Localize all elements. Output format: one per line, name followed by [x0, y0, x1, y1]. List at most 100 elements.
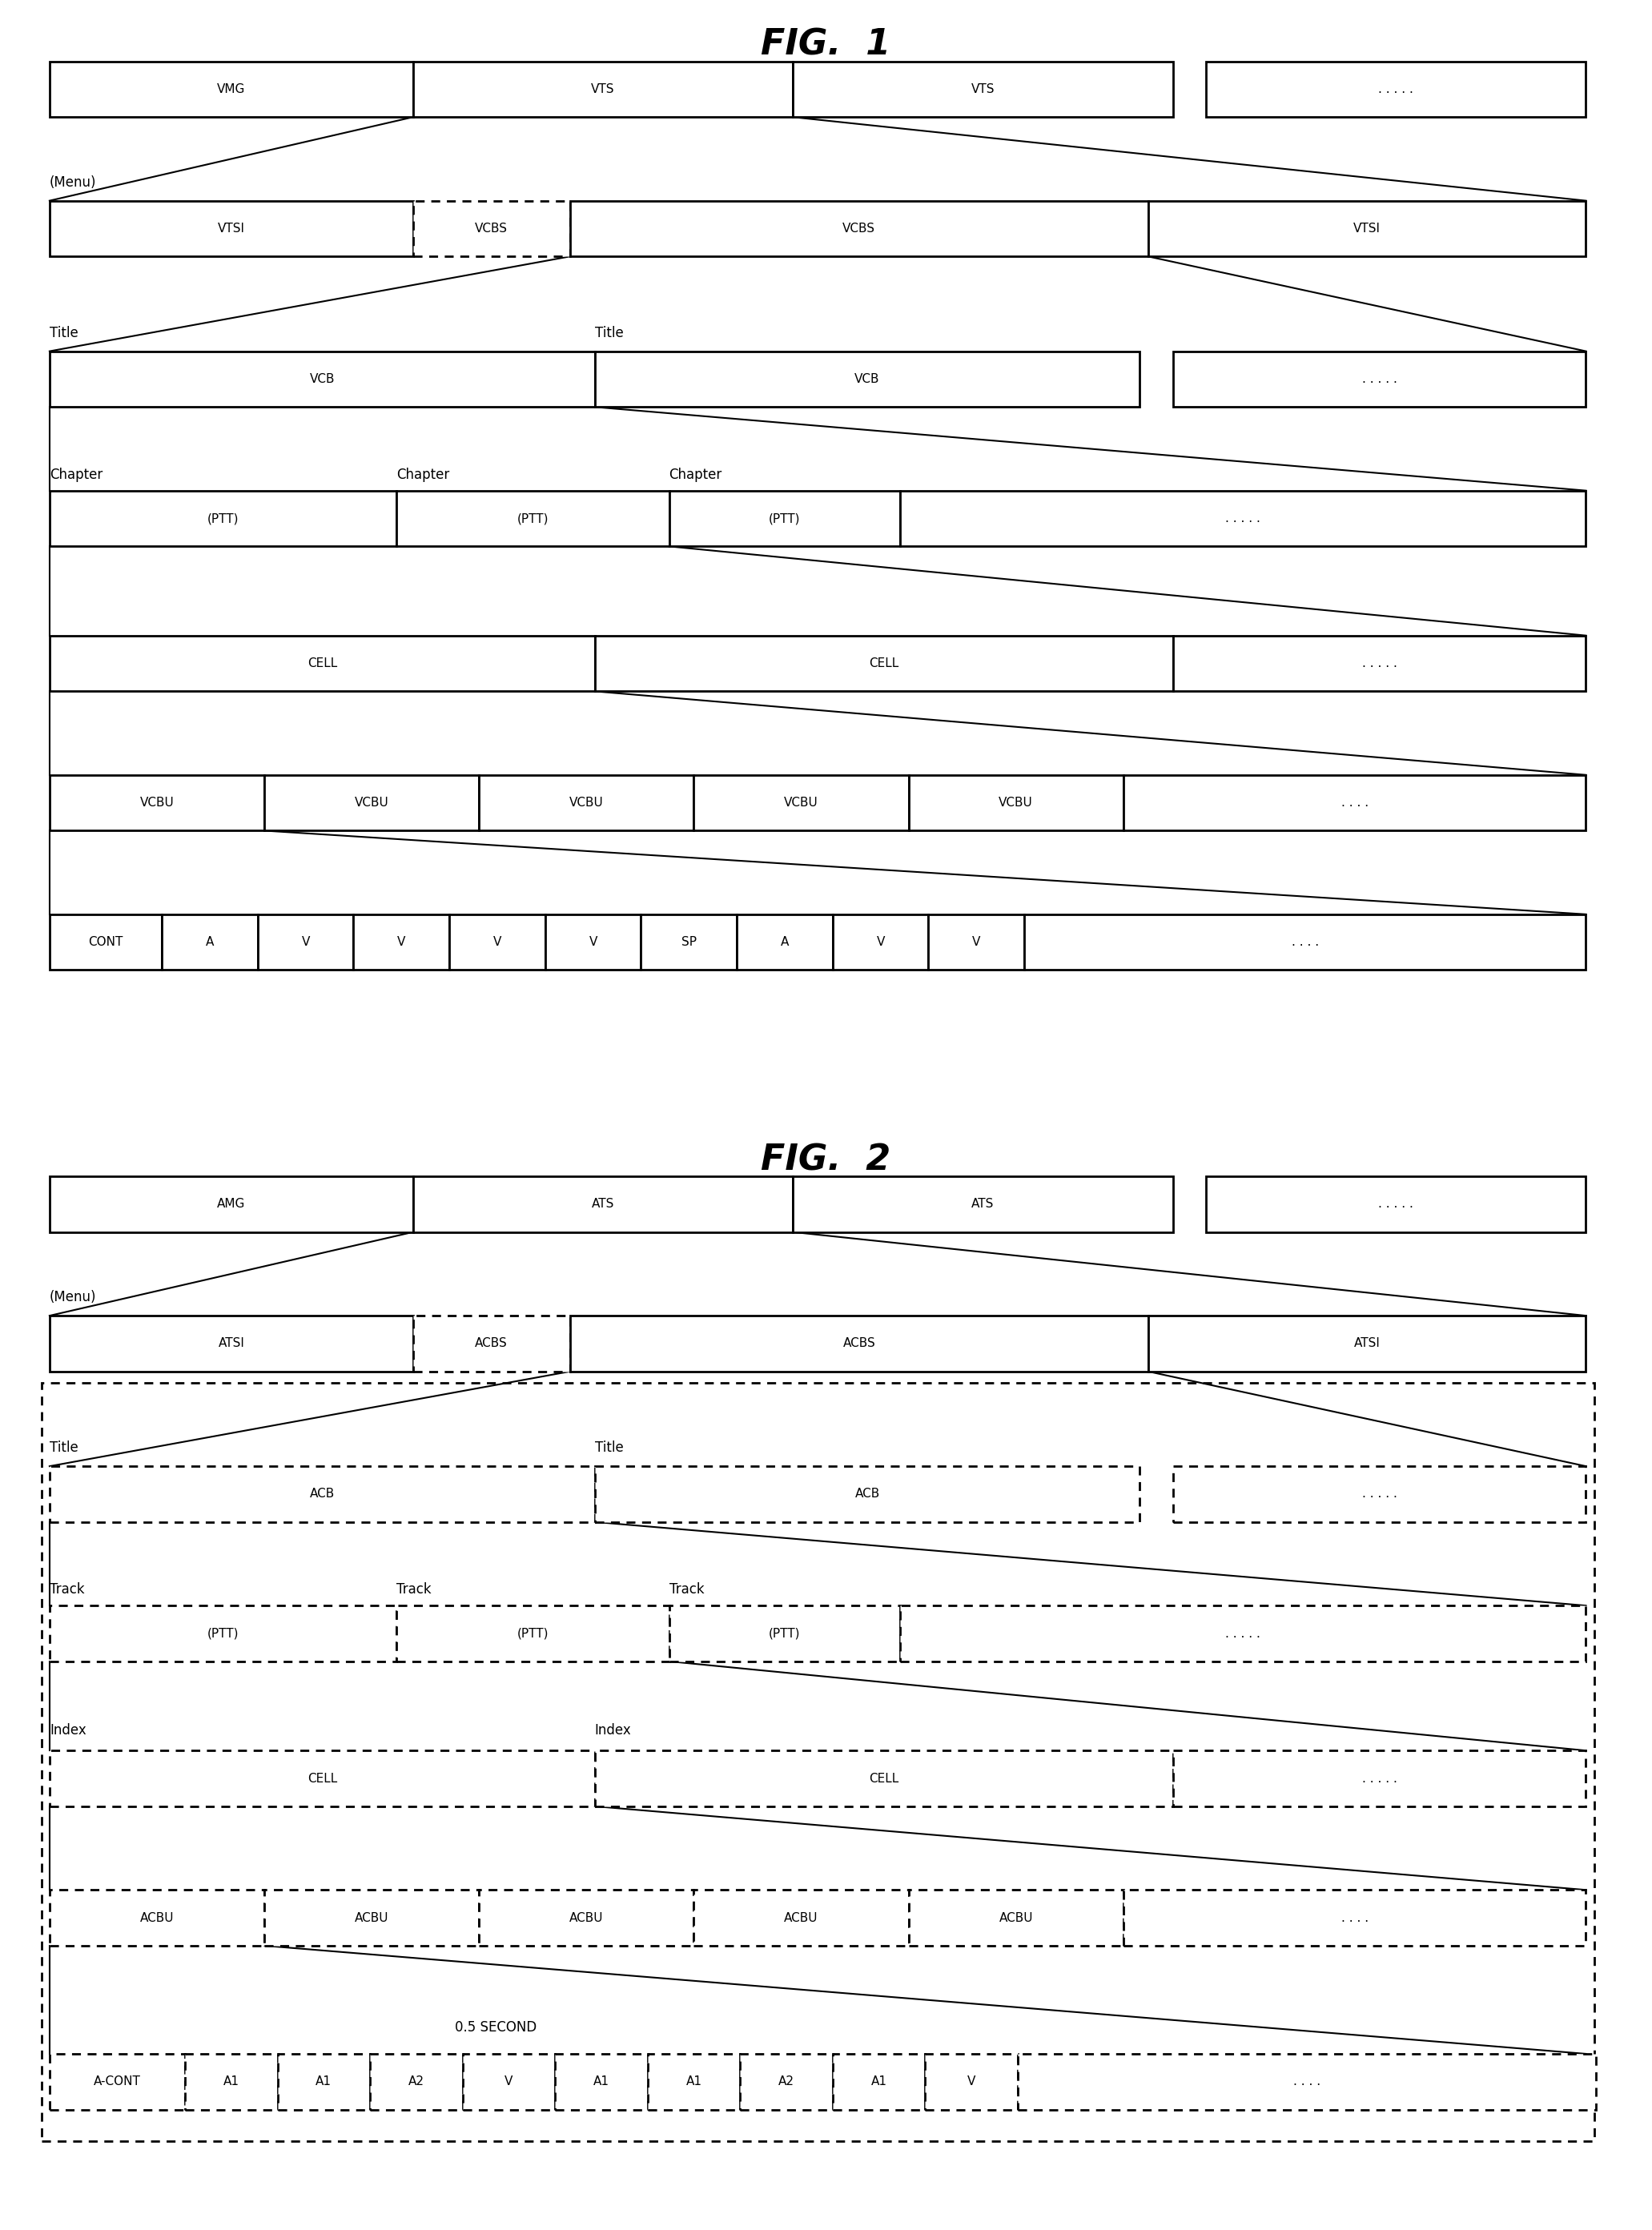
Bar	[354, 914, 449, 970]
Bar	[50, 636, 595, 691]
Text: (PTT): (PTT)	[768, 513, 801, 524]
Bar	[50, 1316, 413, 1371]
Text: CONT: CONT	[88, 937, 124, 948]
Bar	[595, 1467, 1140, 1521]
Text: A1: A1	[223, 2076, 240, 2087]
Bar	[909, 774, 1123, 830]
Bar	[669, 491, 900, 546]
Bar	[928, 914, 1024, 970]
Bar	[396, 1606, 669, 1661]
Bar	[545, 914, 641, 970]
Bar	[413, 60, 793, 116]
Text: VCBU: VCBU	[785, 796, 818, 809]
Text: ACBU: ACBU	[570, 1911, 603, 1924]
Bar	[50, 491, 396, 546]
Text: . . . . .: . . . . .	[1361, 1773, 1398, 1784]
Text: A-CONT: A-CONT	[94, 2076, 140, 2087]
Text: (PTT): (PTT)	[768, 1628, 801, 1639]
Bar	[479, 1889, 694, 1945]
Text: VCBU: VCBU	[999, 796, 1032, 809]
Text: ACBU: ACBU	[355, 1911, 388, 1924]
Text: . . . . .: . . . . .	[1378, 83, 1414, 96]
Text: Index: Index	[595, 1724, 631, 1737]
Text: V: V	[301, 937, 311, 948]
Text: CELL: CELL	[307, 1773, 337, 1784]
Text: Title: Title	[50, 326, 78, 339]
Bar	[50, 914, 162, 970]
Bar	[694, 774, 909, 830]
Text: VCBS: VCBS	[476, 223, 507, 234]
Bar	[185, 2054, 278, 2110]
Text: Chapter: Chapter	[50, 468, 102, 482]
Text: VCBS: VCBS	[843, 223, 876, 234]
Text: (Menu): (Menu)	[50, 176, 96, 190]
Bar	[1148, 201, 1586, 256]
Bar	[1024, 914, 1586, 970]
Text: V: V	[588, 937, 598, 948]
Bar	[41, 1383, 1594, 2141]
Bar	[1123, 1889, 1586, 1945]
Bar	[50, 1175, 413, 1231]
Bar	[413, 201, 570, 256]
Bar	[50, 1751, 595, 1806]
Text: ACB: ACB	[309, 1487, 335, 1501]
Text: (Menu): (Menu)	[50, 1291, 96, 1305]
Text: AMG: AMG	[216, 1198, 246, 1211]
Text: . . . . .: . . . . .	[1361, 372, 1398, 386]
Text: VCB: VCB	[309, 372, 335, 386]
Text: ATSI: ATSI	[1355, 1338, 1379, 1349]
Text: . . . . .: . . . . .	[1361, 658, 1398, 669]
Bar	[264, 1889, 479, 1945]
Text: A: A	[205, 937, 215, 948]
Bar	[258, 914, 354, 970]
Text: (PTT): (PTT)	[517, 1628, 548, 1639]
Text: . . . . .: . . . . .	[1226, 1628, 1260, 1639]
Text: VCBU: VCBU	[140, 796, 173, 809]
Bar	[595, 1751, 1173, 1806]
Text: FIG.  1: FIG. 1	[762, 27, 890, 62]
Bar	[1018, 2054, 1596, 2110]
Text: Title: Title	[595, 1441, 623, 1456]
Text: VTSI: VTSI	[1353, 223, 1381, 234]
Text: . . . .: . . . .	[1292, 937, 1318, 948]
Text: . . . . .: . . . . .	[1378, 1198, 1414, 1211]
Text: Track: Track	[669, 1583, 704, 1597]
Text: ATS: ATS	[591, 1198, 615, 1211]
Text: CELL: CELL	[307, 658, 337, 669]
Bar	[50, 774, 264, 830]
Bar	[449, 914, 545, 970]
Bar	[396, 491, 669, 546]
Bar	[909, 1889, 1123, 1945]
Bar	[370, 2054, 463, 2110]
Text: Index: Index	[50, 1724, 86, 1737]
Bar	[479, 774, 694, 830]
Bar	[50, 2054, 185, 2110]
Bar	[162, 914, 258, 970]
Bar	[1173, 1751, 1586, 1806]
Text: VCBU: VCBU	[355, 796, 388, 809]
Bar	[413, 1316, 570, 1371]
Text: Track: Track	[50, 1583, 84, 1597]
Text: ACBU: ACBU	[140, 1911, 173, 1924]
Bar	[595, 350, 1140, 406]
Bar	[1148, 1316, 1586, 1371]
Text: Track: Track	[396, 1583, 431, 1597]
Text: A2: A2	[408, 2076, 425, 2087]
Text: . . . .: . . . .	[1294, 2076, 1320, 2087]
Bar	[669, 1606, 900, 1661]
Bar	[570, 1316, 1148, 1371]
Text: V: V	[504, 2076, 514, 2087]
Text: ACB: ACB	[854, 1487, 881, 1501]
Bar	[50, 60, 413, 116]
Text: VCBU: VCBU	[570, 796, 603, 809]
Text: V: V	[492, 937, 502, 948]
Text: VCB: VCB	[854, 372, 881, 386]
Bar	[900, 1606, 1586, 1661]
Text: A: A	[780, 937, 790, 948]
Bar	[50, 1889, 264, 1945]
Text: VTSI: VTSI	[218, 223, 244, 234]
Bar	[737, 914, 833, 970]
Text: SP: SP	[681, 937, 697, 948]
Bar	[833, 914, 928, 970]
Bar	[1173, 350, 1586, 406]
